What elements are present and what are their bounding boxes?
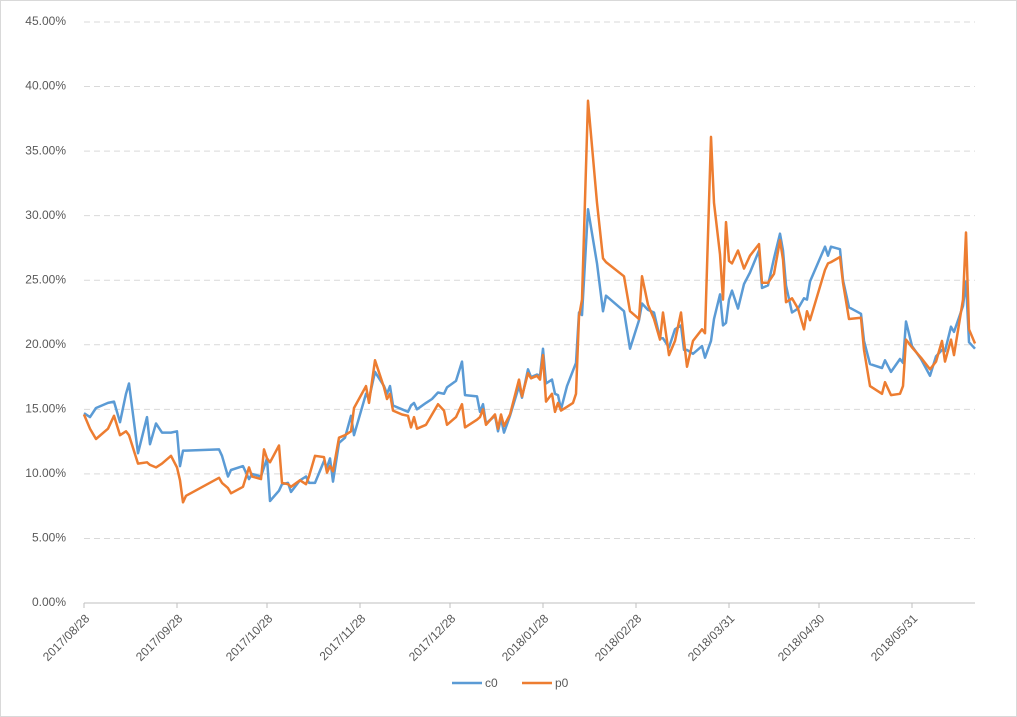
series-line: [82, 99, 977, 504]
y-tick-label: 20.00%: [25, 337, 66, 351]
y-tick-label: 45.00%: [25, 14, 66, 28]
y-tick-label: 30.00%: [25, 208, 66, 222]
y-tick-label: 5.00%: [32, 531, 66, 545]
y-tick-label: 10.00%: [25, 466, 66, 480]
legend-label: p0: [555, 676, 569, 690]
y-tick-label: 40.00%: [25, 79, 66, 93]
y-tick-label: 25.00%: [25, 272, 66, 286]
y-tick-label: 0.00%: [32, 595, 66, 609]
legend-label: c0: [485, 676, 498, 690]
series-line: [83, 207, 976, 503]
y-tick-label: 15.00%: [25, 402, 66, 416]
y-tick-label: 35.00%: [25, 143, 66, 157]
